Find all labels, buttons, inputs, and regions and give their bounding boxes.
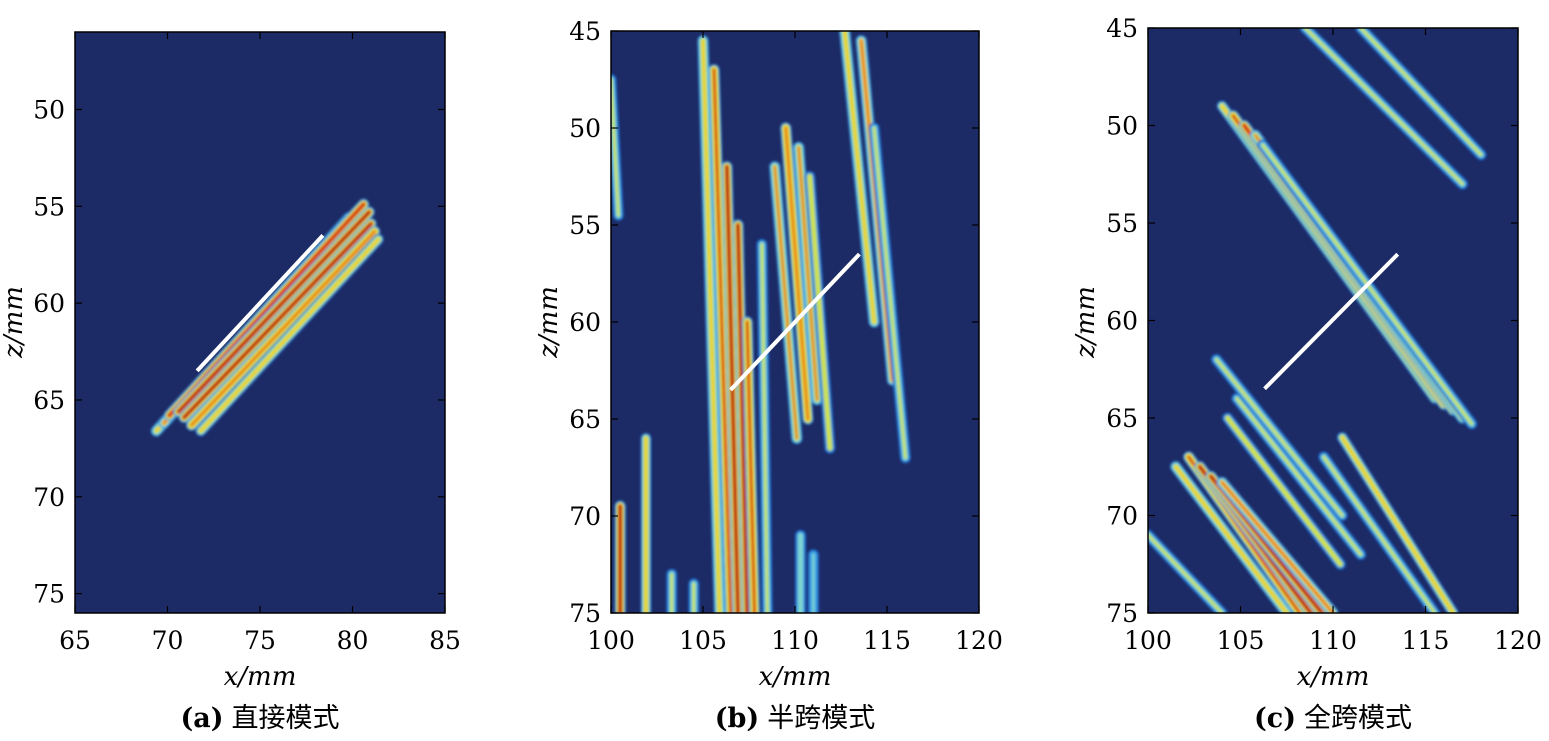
y-tick-label: 65: [569, 405, 601, 434]
x-axis-label-a: x/mm: [224, 662, 297, 692]
x-tick-label: 70: [152, 626, 184, 655]
caption-a: (a) 直接模式: [180, 703, 339, 734]
y-tick-label: 70: [569, 502, 601, 531]
stripe-b-6: [708, 64, 737, 613]
stripe-b-11: [769, 161, 803, 444]
stripe-c-0: [1299, 28, 1468, 190]
x-tick-label: 100: [587, 626, 635, 655]
stripe-b-5: [697, 35, 726, 613]
x-tick-label: 75: [244, 626, 276, 655]
y-ticks-c: 45 50 55 60 65 70 75: [1106, 14, 1518, 628]
stripe-c-16: [1336, 432, 1459, 613]
y-tick-label: 45: [1106, 14, 1138, 43]
caption-b: (b) 半跨模式: [715, 703, 875, 734]
stripe-b-19: [868, 122, 911, 464]
x-tick-label: 120: [955, 626, 1003, 655]
caption-tag-c: (c): [1254, 703, 1296, 734]
y-tick-label: 60: [569, 308, 601, 337]
x-tick-label: 115: [863, 626, 911, 655]
x-tick-label: 110: [1309, 626, 1357, 655]
y-tick-label: 65: [1106, 404, 1138, 433]
caption-c: (c) 全跨模式: [1254, 703, 1412, 734]
stripe-c-14: [1231, 393, 1367, 560]
stripe-b-0: [611, 74, 624, 221]
x-tick-label: 110: [771, 626, 819, 655]
y-tick-label: 45: [569, 17, 601, 46]
y-tick-label: 60: [1106, 307, 1138, 336]
y-axis-label-b: z/mm: [534, 286, 564, 359]
x-tick-label: 85: [429, 626, 461, 655]
y-ticks-a: 50 55 60 65 70 75: [33, 95, 445, 609]
y-tick-label: 70: [1106, 502, 1138, 531]
stripe-a-4: [178, 218, 377, 423]
caption-text-b: 半跨模式: [767, 703, 875, 734]
y-tick-label: 75: [1106, 599, 1138, 628]
y-tick-label: 65: [33, 386, 65, 415]
stripe-c-7: [1148, 529, 1228, 613]
caption-text-a: 直接模式: [232, 703, 340, 734]
panel-b: 100 105 110 115 120 45 50 55 60 65 70 75 x/mm z/mm…: [534, 17, 1003, 734]
y-tick-label: 55: [33, 192, 65, 221]
y-ticks-b: 45 50 55 60 65 70 75: [569, 17, 979, 628]
y-tick-label: 55: [1106, 209, 1138, 238]
x-tick-label: 80: [337, 626, 369, 655]
stripe-c-12: [1216, 476, 1339, 613]
stripe-b-10: [756, 238, 773, 613]
caption-tag-b: (b): [715, 703, 759, 734]
x-axis-label-c: x/mm: [1297, 662, 1370, 692]
y-tick-label: 70: [33, 483, 65, 512]
stripes-c: [1148, 28, 1487, 613]
panel-a: 65 70 75 80 85 50 55 60 65 70 75 x/mm z/mm (a) 直接模…: [0, 31, 461, 734]
stripe-c-1: [1355, 28, 1487, 161]
x-tick-label: 105: [1217, 626, 1265, 655]
stripes-b: [611, 31, 911, 613]
y-tick-label: 55: [569, 211, 601, 240]
y-tick-label: 50: [33, 95, 65, 124]
x-tick-label: 115: [1402, 626, 1450, 655]
y-tick-label: 60: [33, 289, 65, 318]
y-tick-label: 75: [569, 599, 601, 628]
stripe-c-17: [1318, 451, 1441, 613]
x-axis-label-b: x/mm: [759, 662, 832, 692]
x-ticks-c: 100 105 110 115 120: [1124, 28, 1542, 655]
y-tick-label: 75: [33, 580, 65, 609]
x-ticks-b: 100 105 110 115 120: [587, 31, 1003, 655]
caption-tag-a: (a): [180, 703, 223, 734]
stripe-b-17: [839, 31, 880, 328]
stripe-b-12: [780, 122, 814, 425]
x-tick-label: 105: [679, 626, 727, 655]
stripe-b-14: [804, 171, 836, 454]
stripe-b-8: [732, 219, 753, 613]
x-ticks-a: 65 70 75 80 85: [59, 32, 461, 655]
x-tick-label: 100: [1124, 626, 1172, 655]
y-axis-label-c: z/mm: [1071, 286, 1101, 359]
y-tick-label: 50: [1106, 112, 1138, 141]
x-tick-label: 65: [59, 626, 91, 655]
stripe-a-5: [186, 225, 381, 431]
white-line-a: [195, 233, 325, 373]
x-tick-label: 120: [1494, 626, 1542, 655]
white-line-b: [729, 252, 861, 392]
panel-c: 100 105 110 115 120 45 50 55 60 65 70 75 x/mm z/mm…: [1071, 14, 1542, 734]
stripe-c-13: [1222, 412, 1346, 570]
stripe-b-13: [793, 141, 823, 406]
stripe-c-15: [1210, 354, 1348, 521]
y-tick-label: 50: [569, 114, 601, 143]
stripe-c-8: [1170, 461, 1293, 613]
caption-text-c: 全跨模式: [1304, 703, 1412, 734]
white-line-c: [1263, 252, 1400, 391]
stripe-a-6: [195, 233, 384, 437]
y-axis-label-a: z/mm: [0, 286, 29, 359]
stripe-a-3: [173, 206, 375, 418]
stripes-a: [150, 198, 384, 437]
